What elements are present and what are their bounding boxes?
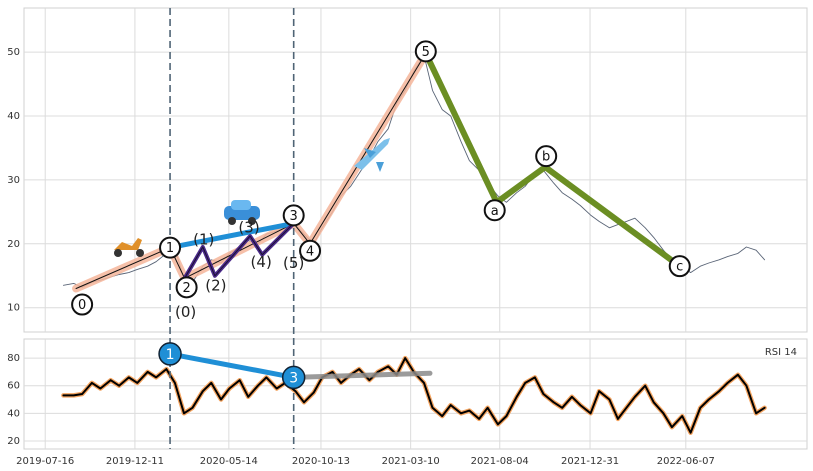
panel: [23, 338, 808, 450]
wave-marker: [175, 276, 198, 299]
icon: [114, 238, 144, 257]
y-tick-label: 10: [7, 303, 20, 314]
icon-part: [248, 217, 256, 225]
projection-line: [291, 370, 433, 380]
wave-label: b: [542, 150, 550, 165]
wave-label: 5: [422, 45, 430, 60]
x-tick-label: 2020-05-14: [200, 456, 258, 467]
x-tick-label: 2021-03-10: [382, 456, 440, 467]
x-tick-label: 2021-12-31: [561, 456, 619, 467]
icon-part: [231, 200, 251, 210]
subwave-core: [184, 222, 295, 279]
signal-label: 1: [166, 347, 175, 363]
signal-marker: [158, 342, 182, 366]
icon-part: [228, 217, 236, 225]
wave-marker: [159, 236, 182, 259]
wave-marker: [483, 199, 506, 222]
wave-marker: [535, 145, 558, 168]
signal-marker: [281, 365, 306, 390]
trend-line: [167, 220, 297, 251]
icon-part: [224, 206, 260, 220]
subwave-label: (0): [175, 303, 196, 321]
wave-marker: [299, 239, 322, 262]
signal-label: 3: [289, 370, 298, 386]
wave-label: 1: [166, 241, 174, 256]
subwave-label: (3): [238, 219, 259, 237]
rsi-title: RSI 14: [765, 347, 797, 358]
y-tick-label: 20: [7, 436, 20, 447]
x-tick-label: 2020-10-13: [292, 456, 350, 467]
icon-part: [136, 249, 144, 257]
y-tick-label: 80: [7, 353, 20, 364]
wave-marker: [668, 255, 691, 278]
icon-part: [376, 162, 384, 172]
x-tick-label: 2019-12-11: [106, 456, 164, 467]
wave-label: 4: [306, 244, 314, 259]
wave-marker: [71, 293, 94, 316]
icon: [224, 200, 260, 225]
wave-label: 2: [182, 281, 190, 296]
y-tick-label: 50: [7, 47, 20, 58]
x-tick-label: 2021-08-04: [471, 456, 529, 467]
icon-part: [114, 238, 142, 250]
subwave-label: (5): [283, 254, 304, 272]
subwave-label: (4): [251, 253, 272, 271]
subwave-label: (2): [205, 276, 226, 294]
wave-label: c: [676, 260, 683, 275]
subwave-label: (1): [193, 231, 214, 249]
wave-label: 3: [290, 209, 298, 224]
wave-marker: [282, 204, 305, 227]
y-tick-label: 30: [7, 175, 20, 186]
y-tick-label: 60: [7, 381, 20, 392]
icon-part: [114, 249, 122, 257]
signal-line: [167, 351, 297, 380]
wave-marker: [414, 40, 437, 63]
y-tick-label: 40: [7, 408, 20, 419]
wave-label: 0: [78, 298, 86, 313]
y-tick-label: 40: [7, 111, 20, 122]
x-tick-label: 2019-07-16: [16, 456, 74, 467]
corrective-line: [422, 50, 683, 270]
y-tick-label: 20: [7, 239, 20, 250]
icon: [354, 138, 390, 172]
wave-label: a: [491, 204, 499, 219]
panel: [23, 7, 808, 333]
x-tick-label: 2022-06-07: [657, 456, 715, 467]
icon-part: [364, 148, 376, 158]
